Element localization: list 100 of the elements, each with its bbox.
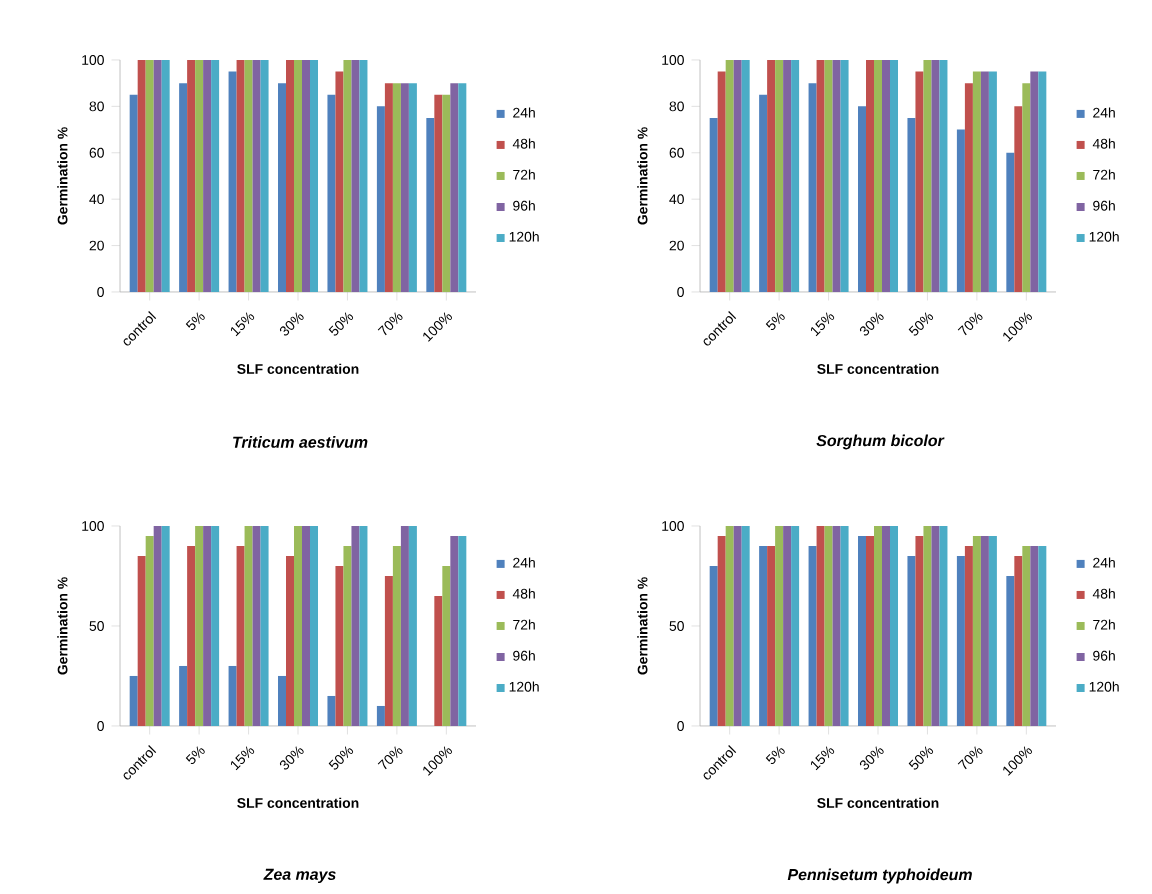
bar	[956, 129, 965, 292]
bar	[709, 117, 718, 292]
bar	[840, 525, 849, 726]
bar	[725, 525, 734, 726]
bar	[767, 545, 776, 726]
bar	[832, 59, 841, 292]
bar	[964, 545, 973, 726]
bar	[384, 575, 393, 726]
bar	[816, 59, 825, 292]
bar	[278, 83, 287, 292]
bar	[1022, 545, 1031, 726]
bar	[980, 535, 989, 726]
bar	[252, 59, 261, 292]
bar	[1038, 71, 1047, 292]
bar	[244, 59, 253, 292]
bar	[874, 59, 883, 292]
bar	[145, 59, 154, 292]
bar	[964, 83, 973, 292]
bar	[228, 665, 237, 726]
bar	[310, 525, 319, 726]
bar	[343, 545, 352, 726]
bar	[302, 59, 311, 292]
bar	[434, 94, 443, 292]
bar	[874, 525, 883, 726]
bar	[211, 59, 220, 292]
bar	[359, 59, 368, 292]
bar	[294, 59, 303, 292]
bar	[286, 555, 295, 726]
bar	[450, 535, 459, 726]
bar	[733, 525, 742, 726]
bar	[195, 59, 204, 292]
bar	[1014, 106, 1023, 292]
bar	[458, 83, 467, 292]
bar	[450, 83, 459, 292]
bar	[392, 83, 401, 292]
bar	[824, 59, 833, 292]
bar	[808, 83, 817, 292]
bar	[759, 545, 768, 726]
bar	[161, 525, 170, 726]
bar	[956, 555, 965, 726]
bar	[260, 59, 269, 292]
bar	[458, 535, 467, 726]
bar	[1006, 152, 1015, 292]
bar	[408, 83, 417, 292]
bar	[759, 94, 768, 292]
bar	[882, 59, 891, 292]
bar	[775, 59, 784, 292]
bar	[972, 71, 981, 292]
bar	[882, 525, 891, 726]
bar	[384, 83, 393, 292]
bar	[137, 59, 146, 292]
bar	[145, 535, 154, 726]
bar	[203, 59, 212, 292]
bar	[709, 565, 718, 726]
bar	[359, 525, 368, 726]
bar	[195, 525, 204, 726]
bar	[890, 59, 899, 292]
bar	[211, 525, 220, 726]
bar	[907, 117, 916, 292]
bar	[866, 59, 875, 292]
bar	[1030, 71, 1039, 292]
bar	[808, 545, 817, 726]
bar	[783, 525, 792, 726]
bar	[286, 59, 295, 292]
bar	[392, 545, 401, 726]
bar	[343, 59, 352, 292]
bar	[351, 525, 360, 726]
bar	[1030, 545, 1039, 726]
bar	[327, 695, 336, 726]
bar	[733, 59, 742, 292]
bar	[153, 525, 162, 726]
bar	[129, 94, 138, 292]
bar	[442, 94, 451, 292]
bar	[890, 525, 899, 726]
bar	[907, 555, 916, 726]
bar	[179, 665, 188, 726]
bar	[203, 525, 212, 726]
bar	[972, 535, 981, 726]
bar	[278, 675, 287, 726]
bar	[179, 83, 188, 292]
bar	[931, 525, 940, 726]
bar	[400, 83, 409, 292]
bar	[858, 106, 867, 292]
bar	[980, 71, 989, 292]
bar	[1038, 545, 1047, 726]
bar	[988, 71, 997, 292]
bar	[832, 525, 841, 726]
bar	[725, 59, 734, 292]
bar	[244, 525, 253, 726]
bar	[939, 525, 948, 726]
bar	[187, 545, 196, 726]
bar	[791, 525, 800, 726]
bar	[717, 535, 726, 726]
bar	[923, 525, 932, 726]
bar	[294, 525, 303, 726]
bar	[302, 525, 311, 726]
bar	[153, 59, 162, 292]
bar	[376, 705, 385, 726]
bar	[187, 59, 196, 292]
bar	[228, 71, 237, 292]
